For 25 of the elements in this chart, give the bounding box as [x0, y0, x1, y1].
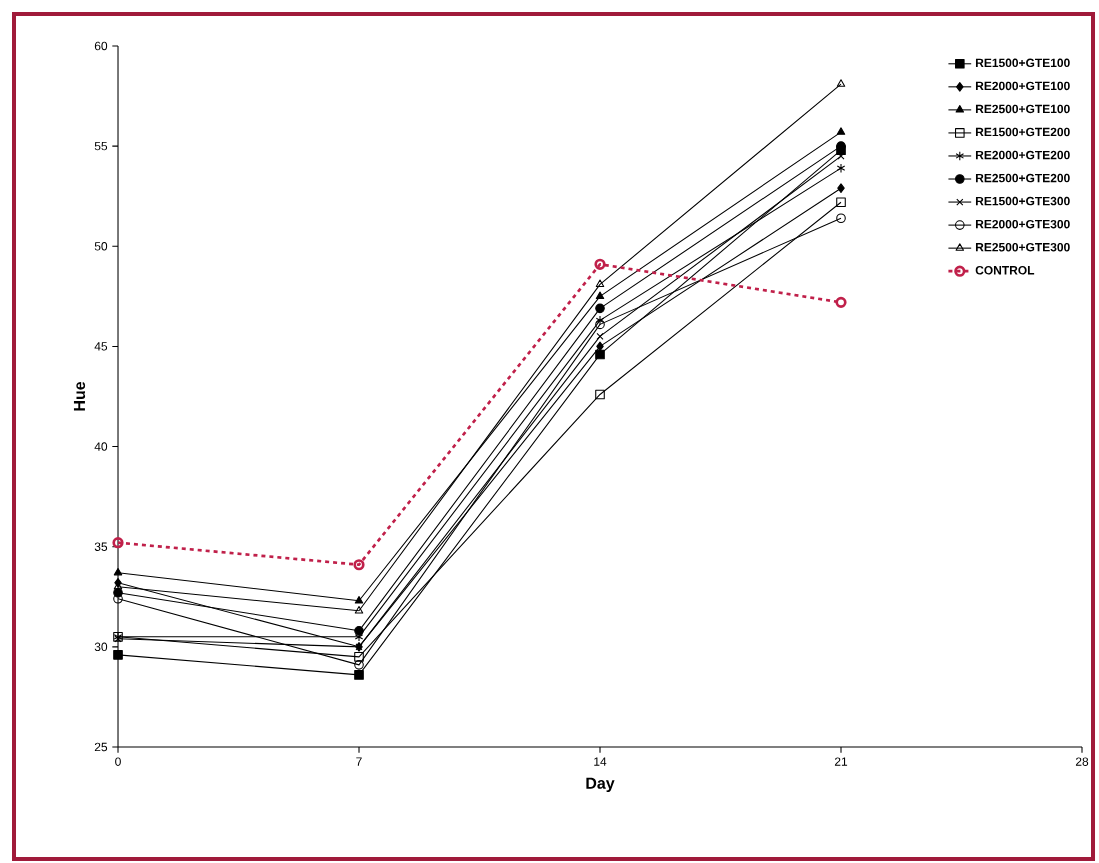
legend-label: RE1500+GTE100 — [975, 58, 1070, 68]
legend-label: RE2500+GTE200 — [975, 173, 1070, 183]
y-tick-label: 40 — [94, 442, 108, 451]
y-tick-label: 45 — [94, 342, 108, 351]
x-tick-label: 21 — [834, 757, 848, 766]
x-tick-label: 7 — [356, 757, 362, 766]
x-tick-label: 14 — [594, 757, 607, 766]
legend-label: RE2000+GTE300 — [975, 219, 1070, 229]
y-tick-label: 60 — [94, 41, 108, 51]
legend-label: RE2000+GTE100 — [975, 81, 1070, 91]
y-tick-label: 55 — [94, 141, 108, 151]
y-tick-label: 50 — [94, 242, 108, 251]
x-axis-title: Day — [586, 777, 615, 793]
y-axis-title: Hue — [73, 381, 86, 411]
legend-label: CONTROL — [975, 266, 1035, 275]
x-tick-label: 0 — [115, 757, 121, 766]
x-tick-label: 28 — [1075, 757, 1089, 766]
y-tick-label: 35 — [94, 542, 108, 551]
legend-label: RE1500+GTE300 — [975, 196, 1070, 206]
legend-label: RE1500+GTE200 — [975, 127, 1070, 137]
y-tick-label: 30 — [94, 642, 108, 652]
legend-label: RE2500+GTE300 — [975, 242, 1070, 252]
y-tick-label: 25 — [94, 742, 108, 752]
legend-label: RE2000+GTE200 — [975, 150, 1070, 160]
legend-label: RE2500+GTE100 — [975, 104, 1070, 114]
